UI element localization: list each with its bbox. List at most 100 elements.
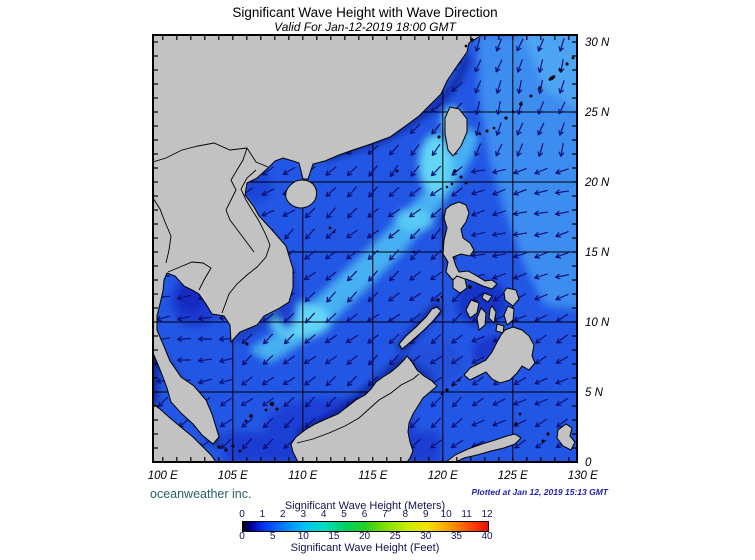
wave-direction-arrow xyxy=(451,334,463,344)
wave-direction-arrow xyxy=(474,38,481,52)
wave-direction-arrow xyxy=(558,122,565,136)
wave-direction-arrow xyxy=(389,165,399,177)
wave-direction-arrow xyxy=(283,355,295,365)
land-leyte xyxy=(503,305,515,326)
wave-direction-arrow xyxy=(555,252,569,259)
wave-direction-arrow xyxy=(367,229,379,239)
land-taiwan xyxy=(444,106,468,157)
wave-direction-arrow xyxy=(495,38,502,52)
wave-direction-arrow xyxy=(241,418,253,428)
wave-direction-arrow xyxy=(262,397,274,407)
wave-direction-arrow xyxy=(537,59,544,73)
land-mindanao xyxy=(463,326,536,384)
wave-direction-arrow xyxy=(219,418,233,428)
wave-direction-arrow xyxy=(262,376,274,386)
wave-direction-arrow xyxy=(534,231,548,238)
wave-direction-arrow xyxy=(430,187,442,197)
wave-direction-arrow xyxy=(431,123,441,135)
wave-direction-arrow xyxy=(305,228,315,240)
wave-direction-arrow xyxy=(241,376,253,386)
wave-direction-arrow xyxy=(471,231,485,238)
wave-direction-arrow xyxy=(555,189,569,196)
colorbar-label-meters: Significant Wave Height (Meters) xyxy=(284,500,446,512)
wave-direction-arrow xyxy=(347,207,357,219)
colorbar-meters-tick: 0 xyxy=(239,509,245,520)
land-panay xyxy=(465,299,480,319)
colorbar-meters-tick: 1 xyxy=(259,509,266,520)
wave-direction-arrow xyxy=(345,334,359,344)
wave-direction-arrow xyxy=(388,186,400,198)
wave-direction-arrow xyxy=(177,294,191,301)
wave-direction-arrow xyxy=(492,398,506,406)
wave-direction-arrow xyxy=(534,293,548,301)
wave-direction-arrow xyxy=(430,165,442,177)
land-halmahera xyxy=(556,423,576,451)
wave-direction-arrow xyxy=(347,291,357,303)
land-cebu xyxy=(488,305,497,325)
wave-direction-arrow xyxy=(409,187,421,197)
wave-direction-arrow xyxy=(452,312,462,324)
colorbar-feet-tick: 30 xyxy=(420,531,432,542)
colorbar-meters-tick: 4 xyxy=(320,509,327,520)
colorbar-meters-tick: 12 xyxy=(481,509,493,520)
wave-direction-arrow xyxy=(304,291,316,303)
wave-direction-arrow xyxy=(555,398,569,406)
wave-direction-arrow xyxy=(495,143,503,157)
wave-direction-arrow xyxy=(220,397,232,407)
wave-direction-arrow xyxy=(197,357,213,364)
wave-direction-arrow xyxy=(492,419,506,427)
country-border-china-vietnam xyxy=(153,142,269,168)
wave-direction-arrow xyxy=(513,168,527,175)
colorbar-feet-tick: 40 xyxy=(481,531,493,542)
wave-direction-arrow xyxy=(326,291,336,303)
wave-direction-arrow xyxy=(474,59,482,73)
landmasses xyxy=(153,35,576,462)
wave-direction-arrow xyxy=(176,336,192,342)
wave-direction-arrow xyxy=(198,315,212,322)
wave-direction-arrow xyxy=(431,228,441,240)
wave-direction-arrow xyxy=(474,80,482,94)
land-bohol xyxy=(495,323,505,334)
wave-direction-arrow xyxy=(368,165,378,177)
colorbar-meters-tick: 11 xyxy=(461,509,472,520)
wave-direction-arrow xyxy=(450,439,464,449)
wave-direction-arrow xyxy=(516,143,524,157)
x-axis-label: 105 E xyxy=(218,470,248,482)
wave-direction-arrow xyxy=(556,313,568,323)
wave-direction-arrow xyxy=(389,144,399,156)
wave-direction-arrow xyxy=(430,439,442,449)
wave-direction-arrow xyxy=(558,38,565,52)
x-axis-label: 115 E xyxy=(358,470,388,482)
colorbar-meters-tick: 5 xyxy=(341,509,347,520)
colorbar xyxy=(242,521,489,532)
wave-direction-arrow xyxy=(495,80,502,94)
wave-direction-arrow xyxy=(177,315,191,322)
wave-direction-arrow xyxy=(346,355,358,365)
wave-direction-arrow xyxy=(492,231,506,238)
land-luzon xyxy=(442,201,498,290)
wave-direction-arrow xyxy=(304,250,316,260)
wave-direction-arrow xyxy=(262,438,274,450)
wave-direction-arrow xyxy=(474,143,482,157)
wave-direction-arrow xyxy=(346,250,358,260)
shade-core-west-luzon xyxy=(396,209,432,231)
wave-direction-arrow xyxy=(389,270,399,282)
wave-direction-arrow xyxy=(368,270,378,282)
wave-direction-arrow xyxy=(240,398,254,406)
country-border-thai-myanmar xyxy=(153,197,172,264)
credit-text: oceanweather inc. xyxy=(150,487,252,501)
plotted-timestamp: Plotted at Jan 12, 2019 15:13 GMT xyxy=(471,487,608,497)
wave-direction-arrow xyxy=(346,229,358,239)
wave-direction-arrow xyxy=(367,375,379,387)
land-samar xyxy=(503,287,520,307)
wave-direction-arrow xyxy=(558,143,565,157)
wave-direction-arrow xyxy=(261,188,275,196)
wave-direction-arrow xyxy=(409,271,421,281)
land-palawan xyxy=(398,306,442,350)
wave-direction-arrow xyxy=(367,334,379,344)
wave-direction-arrow xyxy=(451,187,463,197)
wave-direction-arrow xyxy=(219,378,233,385)
wave-direction-arrow xyxy=(492,168,506,175)
wave-direction-arrow xyxy=(556,334,568,344)
